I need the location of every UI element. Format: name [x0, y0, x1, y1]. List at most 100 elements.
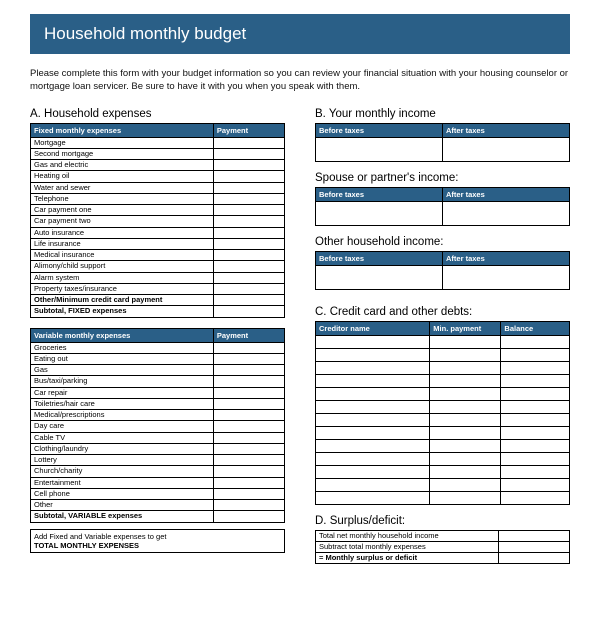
table-cell[interactable]: [316, 137, 443, 161]
table-cell[interactable]: [430, 465, 501, 478]
table-row-label: = Monthly surplus or deficit: [316, 553, 499, 564]
table-cell[interactable]: [213, 216, 284, 227]
spouse-before-header: Before taxes: [316, 187, 443, 201]
table-cell[interactable]: [316, 374, 430, 387]
table-cell[interactable]: [213, 295, 284, 306]
table-row-label: Subtotal, FIXED expenses: [31, 306, 214, 317]
total-box-line1: Add Fixed and Variable expenses to get: [34, 532, 281, 541]
table-cell[interactable]: [213, 137, 284, 148]
table-cell[interactable]: [316, 452, 430, 465]
table-cell[interactable]: [316, 465, 430, 478]
table-cell[interactable]: [213, 488, 284, 499]
table-cell[interactable]: [430, 348, 501, 361]
table-cell[interactable]: [213, 250, 284, 261]
table-cell[interactable]: [213, 500, 284, 511]
table-cell[interactable]: [213, 353, 284, 364]
table-cell[interactable]: [501, 465, 570, 478]
table-cell[interactable]: [430, 491, 501, 504]
table-cell[interactable]: [443, 265, 570, 289]
table-cell[interactable]: [213, 466, 284, 477]
table-cell[interactable]: [316, 361, 430, 374]
table-cell[interactable]: [213, 398, 284, 409]
table-row-label: Cable TV: [31, 432, 214, 443]
table-row-label: Other/Minimum credit card payment: [31, 295, 214, 306]
table-cell[interactable]: [316, 265, 443, 289]
fixed-col1-header: Fixed monthly expenses: [31, 123, 214, 137]
table-cell[interactable]: [316, 439, 430, 452]
table-cell[interactable]: [316, 426, 430, 439]
table-cell[interactable]: [213, 171, 284, 182]
table-cell[interactable]: [430, 335, 501, 348]
table-cell[interactable]: [430, 478, 501, 491]
table-cell[interactable]: [316, 201, 443, 225]
table-cell[interactable]: [501, 374, 570, 387]
table-cell[interactable]: [501, 361, 570, 374]
table-cell[interactable]: [501, 452, 570, 465]
table-cell[interactable]: [501, 426, 570, 439]
table-cell[interactable]: [213, 477, 284, 488]
table-cell[interactable]: [213, 455, 284, 466]
table-cell[interactable]: [213, 227, 284, 238]
table-cell[interactable]: [213, 148, 284, 159]
surplus-table: Total net monthly household incomeSubtra…: [315, 530, 570, 565]
table-cell[interactable]: [501, 400, 570, 413]
table-row-label: Groceries: [31, 342, 214, 353]
table-cell[interactable]: [430, 426, 501, 439]
table-cell[interactable]: [213, 365, 284, 376]
table-cell[interactable]: [498, 541, 569, 552]
table-cell[interactable]: [316, 387, 430, 400]
table-cell[interactable]: [213, 193, 284, 204]
table-cell[interactable]: [498, 553, 569, 564]
table-row-label: Water and sewer: [31, 182, 214, 193]
table-cell[interactable]: [430, 452, 501, 465]
table-row-label: Second mortgage: [31, 148, 214, 159]
table-cell[interactable]: [213, 376, 284, 387]
table-cell[interactable]: [501, 439, 570, 452]
table-cell[interactable]: [501, 348, 570, 361]
table-cell[interactable]: [316, 491, 430, 504]
table-cell[interactable]: [213, 261, 284, 272]
table-cell[interactable]: [213, 511, 284, 522]
table-row-label: Alarm system: [31, 272, 214, 283]
table-cell[interactable]: [213, 342, 284, 353]
table-cell[interactable]: [316, 478, 430, 491]
table-cell[interactable]: [430, 413, 501, 426]
table-cell[interactable]: [213, 410, 284, 421]
table-cell[interactable]: [501, 387, 570, 400]
table-cell[interactable]: [213, 205, 284, 216]
table-cell[interactable]: [213, 421, 284, 432]
income-before-header: Before taxes: [316, 123, 443, 137]
table-cell[interactable]: [443, 137, 570, 161]
table-cell[interactable]: [498, 530, 569, 541]
debts-table: Creditor name Min. payment Balance: [315, 321, 570, 505]
table-row-label: Day care: [31, 421, 214, 432]
total-expenses-box: Add Fixed and Variable expenses to get T…: [30, 529, 285, 553]
table-cell[interactable]: [316, 348, 430, 361]
spouse-income-table: Before taxes After taxes: [315, 187, 570, 226]
table-cell[interactable]: [213, 272, 284, 283]
table-cell[interactable]: [430, 361, 501, 374]
table-row-label: Life insurance: [31, 238, 214, 249]
spouse-after-header: After taxes: [443, 187, 570, 201]
table-cell[interactable]: [430, 374, 501, 387]
table-cell[interactable]: [213, 432, 284, 443]
table-cell[interactable]: [213, 443, 284, 454]
table-cell[interactable]: [430, 387, 501, 400]
table-cell[interactable]: [213, 306, 284, 317]
table-cell[interactable]: [501, 478, 570, 491]
table-cell[interactable]: [213, 387, 284, 398]
table-cell[interactable]: [213, 283, 284, 294]
table-cell[interactable]: [430, 439, 501, 452]
table-cell[interactable]: [501, 491, 570, 504]
table-cell[interactable]: [501, 335, 570, 348]
table-row-label: Cell phone: [31, 488, 214, 499]
table-cell[interactable]: [213, 182, 284, 193]
table-cell[interactable]: [316, 413, 430, 426]
table-cell[interactable]: [213, 238, 284, 249]
table-cell[interactable]: [316, 400, 430, 413]
table-cell[interactable]: [443, 201, 570, 225]
table-cell[interactable]: [430, 400, 501, 413]
table-cell[interactable]: [213, 160, 284, 171]
table-cell[interactable]: [316, 335, 430, 348]
table-cell[interactable]: [501, 413, 570, 426]
